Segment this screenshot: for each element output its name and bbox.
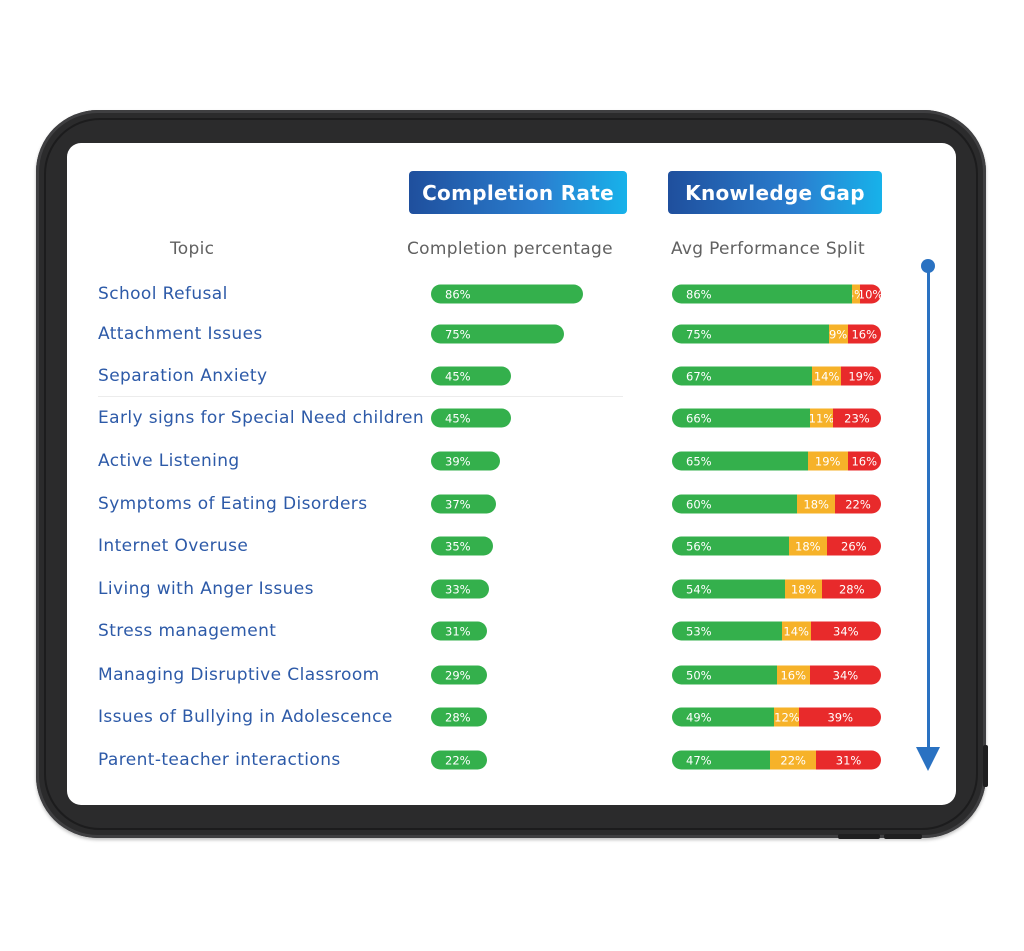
down-arrow-icon [916,747,940,771]
topic-label-internet-overuse: Internet Overuse [98,536,249,556]
completion-bar: 86% [431,284,584,304]
performance-split-bar: 53% 14% 34% [672,621,881,641]
split-segment-green: 47% [672,750,771,770]
split-segment-red: 16% [847,324,881,344]
split-segment-orange: 18% [784,579,823,599]
completion-bar: 35% [431,536,493,556]
completion-bar: 22% [431,750,487,770]
completion-bar-label: 29% [445,668,471,682]
split-segment-orange: 22% [770,750,817,770]
completion-bar-label: 39% [445,454,471,468]
completion-bar-label: 37% [445,497,471,511]
completion-bar: 29% [431,665,487,685]
split-segment-red: 23% [832,408,881,428]
topic-label-stress-management: Stress management [98,621,277,641]
tablet-side-button [983,745,988,787]
split-segment-orange: 19% [807,451,848,471]
topic-label-attachment-issues: Attachment Issues [98,324,263,344]
completion-bar-label: 86% [445,287,471,301]
topic-column-header: Topic [170,239,215,259]
split-column-header: Avg Performance Split [671,239,866,259]
split-segment-red: 26% [826,536,881,556]
completion-bar-label: 22% [445,753,471,767]
split-segment-green: 56% [672,536,790,556]
tablet-screen: Completion Rate Knowledge Gap Topic Comp… [67,143,956,805]
performance-split-bar: 54% 18% 28% [672,579,881,599]
topic-label-living-with-anger-issues: Living with Anger Issues [98,579,314,599]
topic-label-separation-anxiety: Separation Anxiety [98,366,268,386]
performance-split-bar: 67% 14% 19% [672,366,881,386]
completion-bar: 28% [431,707,487,727]
topic-label-active-listening: Active Listening [98,451,240,471]
completion-column-header: Completion percentage [407,239,613,259]
split-segment-green: 67% [672,366,813,386]
split-segment-green: 75% [672,324,829,344]
completion-bar: 75% [431,324,564,344]
completion-bar-label: 35% [445,539,471,553]
split-segment-green: 53% [672,621,782,641]
split-segment-orange: 12% [774,707,800,727]
tablet-bottom-button [838,834,880,839]
split-segment-red: 28% [822,579,881,599]
split-segment-orange: 11% [809,408,833,428]
split-segment-orange: 9% [828,324,848,344]
row-divider [98,396,623,397]
split-segment-green: 54% [672,579,785,599]
performance-split-bar: 50% 16% 34% [672,665,881,685]
completion-bar: 45% [431,408,511,428]
split-segment-green: 60% [672,494,798,514]
split-segment-green: 65% [672,451,808,471]
performance-split-bar: 60% 18% 22% [672,494,881,514]
completion-rate-badge: Completion Rate [409,171,627,214]
topic-label-symptoms-of-eating-disorders: Symptoms of Eating Disorders [98,494,368,514]
completion-bar-label: 75% [445,327,471,341]
split-segment-orange: 4% [851,284,861,304]
performance-split-bar: 75% 9% 16% [672,324,881,344]
topic-label-school-refusal: School Refusal [98,284,228,304]
performance-split-bar: 66% 11% 23% [672,408,881,428]
topic-label-managing-disruptive-classroom: Managing Disruptive Classroom [98,665,380,685]
completion-bar: 37% [431,494,497,514]
topic-label-early-signs-for-special-need-children: Early signs for Special Need children [98,408,425,428]
split-segment-orange: 18% [789,536,827,556]
split-segment-red: 22% [835,494,881,514]
split-segment-orange: 18% [797,494,835,514]
split-segment-red: 39% [799,707,881,727]
split-segment-red: 16% [847,451,881,471]
split-segment-green: 66% [672,408,810,428]
tablet-bezel-edge [44,118,978,830]
split-segment-red: 34% [809,665,881,685]
split-segment-orange: 14% [781,621,811,641]
split-segment-red: 31% [816,750,881,770]
knowledge-gap-badge: Knowledge Gap [668,171,882,214]
scroll-indicator-dot [921,259,935,273]
completion-bar-label: 28% [445,710,471,724]
completion-bar: 33% [431,579,490,599]
completion-bar-label: 45% [445,411,471,425]
split-segment-green: 86% [672,284,852,304]
completion-bar-label: 31% [445,624,471,638]
performance-split-bar: 49% 12% 39% [672,707,881,727]
split-segment-red: 34% [810,621,881,641]
completion-bar: 31% [431,621,487,641]
completion-bar-label: 33% [445,582,471,596]
split-segment-red: 19% [841,366,881,386]
topic-label-parent-teacher-interactions: Parent-teacher interactions [98,750,341,770]
performance-split-bar: 47% 22% 31% [672,750,881,770]
split-segment-orange: 16% [776,665,810,685]
split-segment-green: 49% [672,707,775,727]
scroll-indicator-line [927,267,930,752]
split-segment-red: 10% [860,284,881,304]
topic-label-issues-of-bullying-in-adolescence: Issues of Bullying in Adolescence [98,707,393,727]
completion-bar: 45% [431,366,511,386]
performance-split-bar: 86%4%10% [672,284,881,304]
split-segment-green: 50% [672,665,777,685]
split-segment-orange: 14% [812,366,842,386]
performance-split-bar: 65% 19% 16% [672,451,881,471]
completion-bar: 39% [431,451,501,471]
completion-bar-label: 45% [445,369,471,383]
performance-split-bar: 56% 18% 26% [672,536,881,556]
tablet-bottom-button-2 [884,834,922,839]
